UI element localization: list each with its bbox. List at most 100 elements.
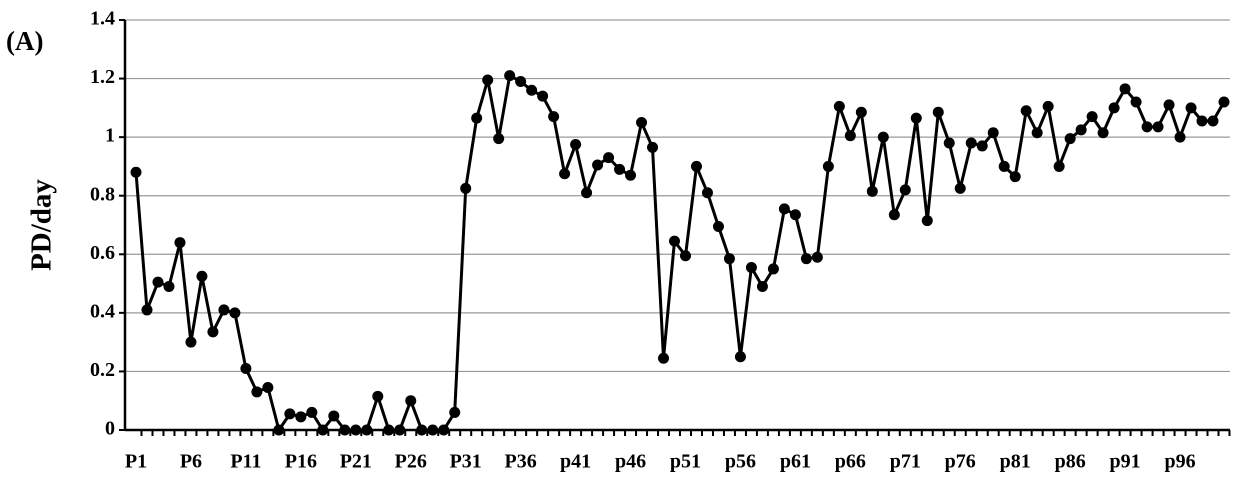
data-point [987,127,999,139]
data-point [756,281,768,292]
x-tick-label: p66 [835,451,866,473]
data-point [1163,99,1175,111]
data-point [295,411,307,423]
y-tick-label: 0 [105,418,115,440]
data-point [932,106,944,118]
x-tick-label: P31 [450,451,482,473]
data-point [943,137,955,149]
data-point [130,166,142,178]
y-tick-label: 0.4 [90,300,115,322]
data-point [910,112,922,124]
x-tick-label: P26 [395,451,427,473]
data-point [185,336,197,348]
data-point [394,424,406,436]
data-point [570,138,582,150]
data-point [405,395,417,407]
data-point [1174,131,1186,143]
data-point [240,363,252,374]
data-point [1031,127,1043,139]
x-tick-label: P11 [230,451,261,473]
data-point [350,424,362,436]
data-point [141,304,153,316]
x-tick-label: P6 [180,451,202,473]
data-point [888,209,900,221]
data-point [515,76,527,87]
data-point [1064,133,1076,145]
data-point [855,106,867,118]
data-line [134,74,1226,432]
data-point [526,84,538,96]
data-point [372,390,384,402]
data-point [537,90,549,102]
data-point [822,160,834,172]
x-tick-label: p86 [1055,451,1086,473]
data-point [218,304,230,316]
data-point [273,424,285,436]
x-tick-label: P21 [340,451,372,473]
data-point [328,410,340,422]
data-point [800,253,812,265]
data-point [789,209,801,221]
data-point [745,261,757,273]
data-point [866,185,878,197]
data-point [614,163,626,175]
data-point [1141,121,1153,133]
data-point [196,270,208,282]
data-point [548,111,560,123]
data-point [207,326,219,338]
data-point [1218,96,1230,108]
data-point [251,386,263,398]
data-point [899,184,911,196]
data-point [416,424,428,436]
data-point [1053,160,1065,172]
data-point [723,253,735,265]
data-point [471,112,483,124]
data-point [877,131,889,143]
data-point [701,187,713,199]
data-point [1009,171,1021,183]
y-tick-label: 0.6 [90,242,115,264]
data-point [647,141,659,153]
data-point [1207,115,1219,127]
data-point [306,406,318,418]
data-point [1086,111,1098,123]
data-point [482,74,494,86]
data-point [811,251,823,263]
data-point [174,237,186,249]
y-tick-label: 1.2 [90,66,115,88]
data-point [427,424,439,436]
y-axis-label: PD/day [26,179,58,271]
data-point [383,424,395,436]
data-point [767,263,779,275]
data-point [1020,105,1032,117]
data-point [1119,83,1131,95]
data-point [1196,115,1208,127]
data-point [965,137,977,149]
data-point [1075,124,1087,136]
data-point [844,130,856,142]
data-point [449,406,461,418]
data-point [921,215,933,227]
data-point [833,100,845,112]
data-point [1185,102,1197,114]
data-point [284,408,296,420]
y-tick-label: 0.8 [90,183,115,205]
x-tick-label: P1 [125,451,147,473]
data-point [592,159,604,171]
data-point [1097,127,1109,139]
y-tick-label: 0.2 [90,359,115,381]
x-tick-label: p41 [560,451,591,473]
x-tick-label: p71 [890,451,921,473]
data-point [262,382,274,394]
x-tick-label: P16 [285,451,317,473]
data-point [998,160,1010,172]
data-point [581,187,593,199]
x-tick-label: p96 [1164,451,1195,473]
x-tick-label: p91 [1110,451,1141,473]
data-point [690,160,702,172]
data-point [625,169,637,181]
data-point [438,424,450,436]
data-point [976,140,988,152]
data-point [1130,96,1142,108]
